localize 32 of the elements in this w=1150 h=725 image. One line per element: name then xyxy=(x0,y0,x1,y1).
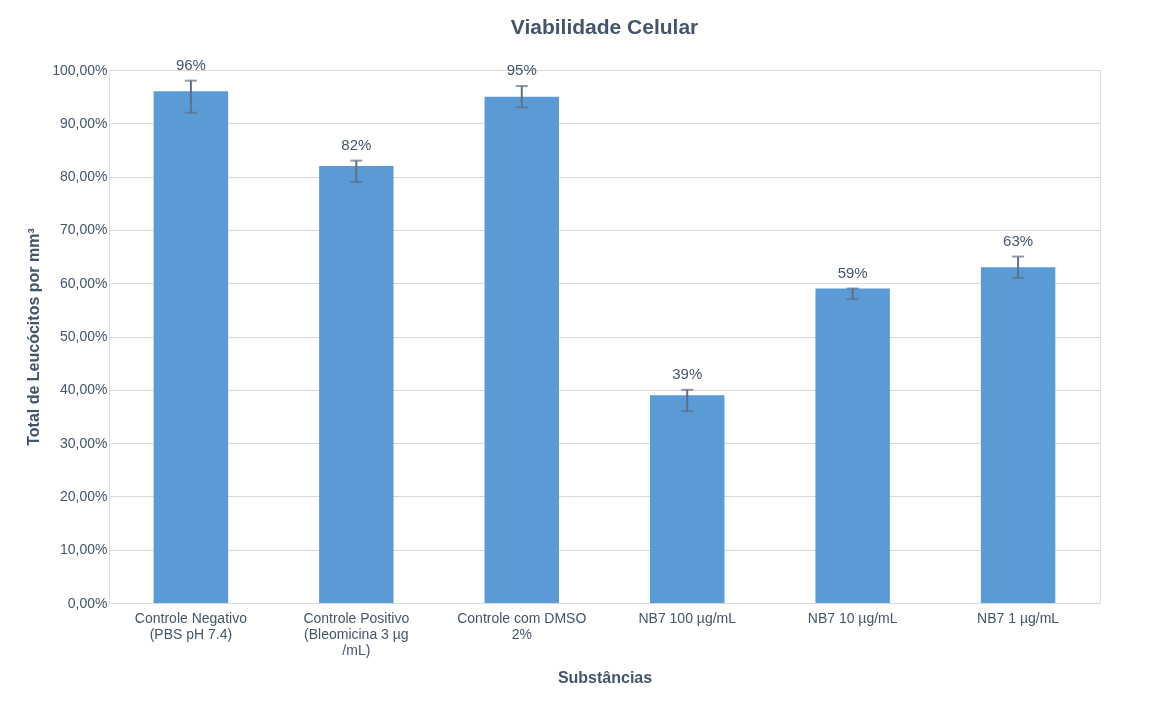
y-tick-label: 80,00% xyxy=(60,168,108,185)
data-label: 63% xyxy=(1003,231,1034,249)
x-tick-label: NB7 10 µg/mL xyxy=(807,609,898,626)
x-tick-label: NB7 100 µg/mL xyxy=(638,609,737,626)
y-tick-label: 20,00% xyxy=(60,487,108,504)
y-tick-label: 10,00% xyxy=(60,541,108,558)
y-axis-title: Total de Leucócitos por mm³ xyxy=(25,228,43,446)
y-tick-label: 90,00% xyxy=(60,114,108,131)
data-label: 39% xyxy=(672,364,703,382)
x-tick-label: NB7 1 µg/mL xyxy=(977,609,1060,626)
x-tick-label: Controle Positivo (Bleomicina 3 µg /mL) xyxy=(303,609,410,658)
bar xyxy=(153,91,229,603)
data-label: 59% xyxy=(837,263,868,281)
y-tick-label: 0,00% xyxy=(67,594,108,611)
y-tick-label: 60,00% xyxy=(60,274,108,291)
y-tick-label: 100,00% xyxy=(52,61,108,78)
bar xyxy=(484,96,559,603)
x-tick-label: Controle Negativo (PBS pH 7.4) xyxy=(134,609,248,642)
data-label: 95% xyxy=(506,60,537,78)
chart-title: Viabilidade Celular xyxy=(510,14,699,38)
y-tick-label: 40,00% xyxy=(60,381,108,398)
data-label: 96% xyxy=(175,55,206,73)
y-tick-label: 70,00% xyxy=(60,221,108,238)
data-label: 82% xyxy=(341,135,372,153)
y-tick-label: 30,00% xyxy=(60,434,108,451)
bar xyxy=(650,395,725,603)
x-tick-label: Controle com DMSO 2% xyxy=(457,609,587,642)
bar xyxy=(319,165,394,603)
x-axis-title: Substâncias xyxy=(557,668,653,686)
y-tick-label: 50,00% xyxy=(60,328,108,344)
bar xyxy=(980,267,1056,603)
bar xyxy=(815,288,890,603)
